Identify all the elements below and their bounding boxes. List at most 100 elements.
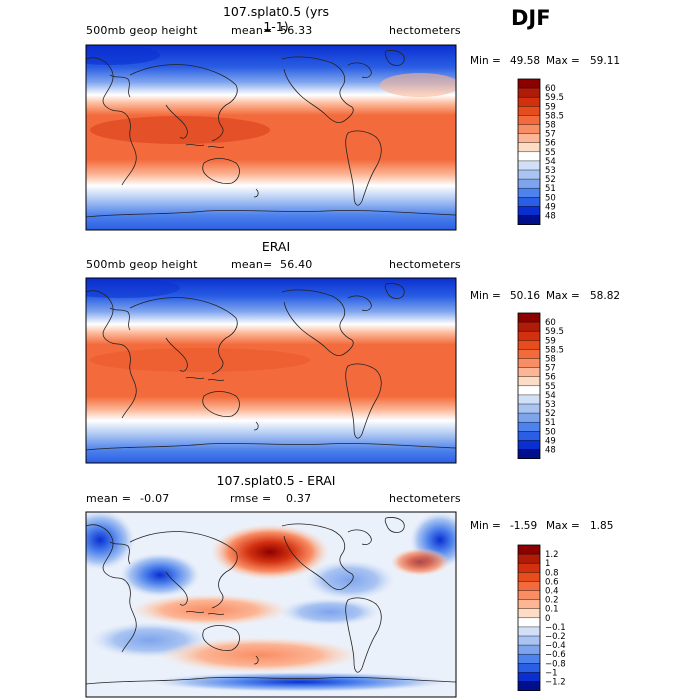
panel-1-map — [86, 45, 456, 230]
panel-3-rmse-label: rmse = — [230, 492, 272, 505]
colorbar-2-swatch — [518, 358, 540, 368]
panel-2-map — [86, 278, 456, 463]
colorbar-3-label: −0.2 — [545, 632, 566, 642]
colorbar-1-label: 56 — [545, 139, 556, 149]
colorbar-3-swatch — [518, 599, 540, 609]
panel-3-negative-anomaly-west — [86, 512, 135, 570]
colorbar-3-label: 0.1 — [545, 605, 559, 615]
colorbar-1-label: 53 — [545, 166, 556, 176]
colorbar-3-label: −0.1 — [545, 623, 566, 633]
colorbar-3-label: 0.2 — [545, 596, 559, 606]
colorbar-1-label: 48 — [545, 212, 556, 222]
colorbar-1-swatch — [518, 206, 540, 216]
colorbar-2-swatch — [518, 431, 540, 441]
panel-3-positive-anomaly-atlantic — [390, 548, 450, 576]
colorbar-3-label: 1 — [545, 559, 550, 569]
colorbar-2-label: 53 — [545, 400, 556, 410]
panel-1-warm-core — [90, 116, 270, 144]
colorbar-3-label: 0.4 — [545, 587, 559, 597]
colorbar-1-label: 58 — [545, 121, 556, 131]
panel-3-positive-anomaly-pacific — [210, 524, 330, 580]
colorbar-2-label: 58 — [545, 355, 556, 365]
colorbar-1-swatch — [518, 124, 540, 134]
colorbar-2-swatch — [518, 394, 540, 405]
colorbar-1-swatch — [518, 170, 540, 180]
colorbar-3-swatch — [518, 554, 540, 564]
colorbar-3-swatch — [518, 545, 540, 555]
panel-3-title: 107.splat0.5 - ERAI — [216, 473, 336, 488]
panel-3-positive-anomaly-southern — [160, 637, 360, 673]
colorbar-3-swatch — [518, 581, 540, 591]
panel-2-field — [86, 278, 456, 463]
panel-1-units: hectometers — [389, 24, 461, 37]
colorbar-1-label: 57 — [545, 130, 556, 140]
panel-3-mean-value: -0.07 — [140, 492, 170, 505]
panel-3-min-label: Min = — [470, 520, 501, 532]
colorbar-3-swatch — [518, 626, 540, 637]
colorbar-2-swatch — [518, 349, 540, 359]
colorbar-2-swatch — [518, 413, 540, 423]
panel-3-negative-anomaly-antarctic — [150, 672, 450, 692]
panel-2-units: hectometers — [389, 258, 461, 271]
colorbar-3-swatch — [518, 563, 540, 573]
colorbar-1-swatch — [518, 142, 540, 153]
colorbar-2-label: 52 — [545, 409, 556, 419]
colorbar-2-label: 59 — [545, 336, 556, 346]
colorbar-2-label: 59.5 — [545, 327, 564, 337]
panel-3-positive-anomaly-tropics — [130, 594, 290, 626]
colorbar-1-swatch — [518, 97, 540, 107]
colorbar-3-swatch — [518, 681, 540, 691]
colorbar-1-label: 59.5 — [545, 93, 564, 103]
panel-2-cold-core — [86, 278, 180, 298]
colorbar-1-label: 60 — [545, 84, 556, 94]
colorbar-1-swatch — [518, 106, 540, 116]
colorbar-3-swatch — [518, 672, 540, 682]
colorbar-2-label: 60 — [545, 318, 556, 328]
colorbar-3-label: −0.6 — [545, 650, 566, 660]
colorbar-1-swatch — [518, 179, 540, 189]
colorbar-3-swatch — [518, 663, 540, 673]
panel-3-map — [86, 512, 456, 697]
colorbar-1-swatch — [518, 79, 540, 89]
colorbar-2-label: 55 — [545, 382, 556, 392]
colorbar-3-swatch — [518, 590, 540, 600]
panel-3-mean-label: mean = — [86, 492, 132, 505]
colorbar-2-label: 57 — [545, 364, 556, 374]
colorbar-2-swatch — [518, 322, 540, 332]
panel-1-warm-tongue — [380, 73, 456, 97]
colorbar-2-swatch — [518, 449, 540, 459]
colorbar-1-swatch — [518, 133, 540, 143]
panel-2-variable-label: 500mb geop height — [86, 258, 198, 271]
colorbar-2-label: 50 — [545, 427, 556, 437]
colorbar-2-swatch — [518, 340, 540, 350]
colorbar-3-label: 0.6 — [545, 577, 559, 587]
colorbar-2-label: 58.5 — [545, 345, 564, 355]
colorbar-3-label: −0.8 — [545, 659, 566, 669]
panel-1-mean-label: mean= — [231, 24, 273, 37]
colorbar-2-label: 51 — [545, 418, 556, 428]
panel-1-max-value: 59.11 — [590, 55, 621, 67]
panel-3-max-value: 1.85 — [590, 520, 614, 532]
colorbar-3-swatch — [518, 645, 540, 655]
panel-3-min-value: -1.59 — [510, 520, 538, 532]
panel-1-min-value: 49.58 — [510, 55, 541, 67]
colorbar-2-swatch — [518, 385, 540, 396]
colorbar-1-swatch — [518, 197, 540, 207]
colorbar-2-swatch — [518, 422, 540, 432]
colorbar-1-swatch — [518, 160, 540, 171]
panel-2-warm-core — [90, 348, 310, 372]
colorbar-2-label: 49 — [545, 436, 556, 446]
colorbar-1-swatch — [518, 188, 540, 198]
colorbar-2-swatch — [518, 404, 540, 414]
colorbar-1-label: 58.5 — [545, 111, 564, 121]
colorbar-3-label: 0 — [545, 614, 550, 624]
panel-3-max-label: Max = — [546, 520, 580, 532]
colorbar-3-swatch — [518, 572, 540, 582]
season-label: DJF — [511, 6, 551, 30]
panel-1-max-label: Max = — [546, 55, 580, 67]
colorbar-1-label: 59 — [545, 102, 556, 112]
colorbar-2-swatch — [518, 440, 540, 450]
panel-2-min-value: 50.16 — [510, 290, 541, 302]
